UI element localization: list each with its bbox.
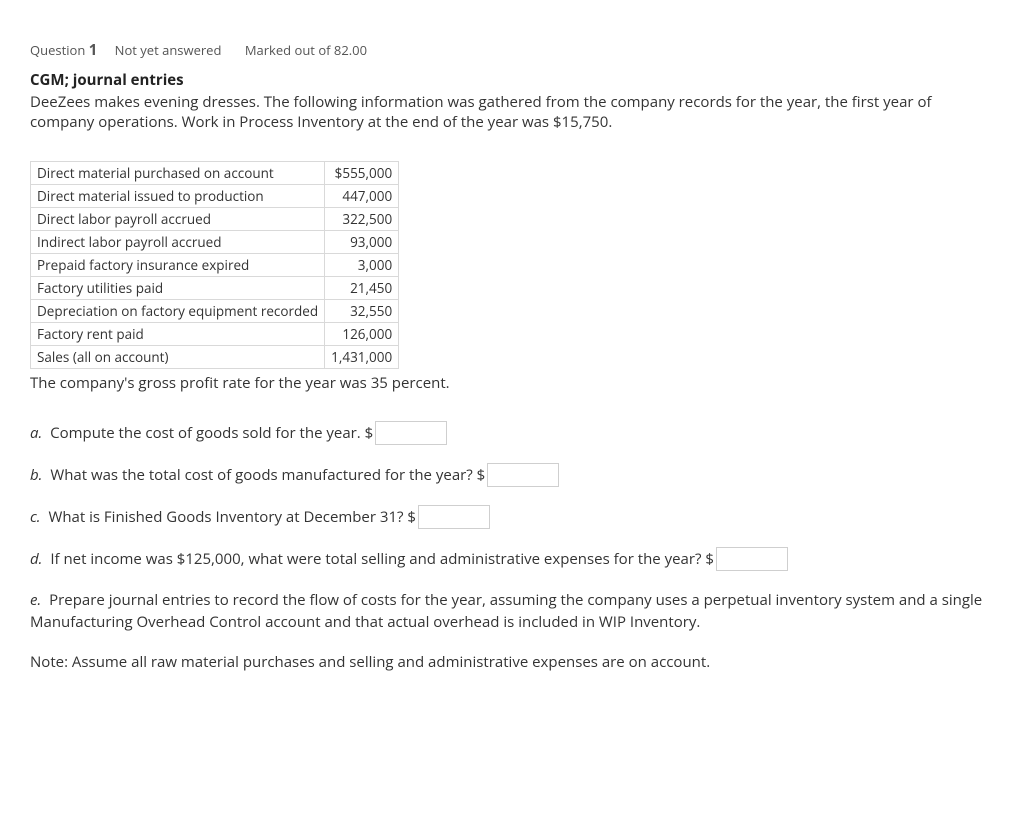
value-cell: 322,500: [325, 207, 399, 230]
table-row: Direct material purchased on account$555…: [31, 161, 399, 184]
label-cell: Direct material purchased on account: [31, 161, 325, 184]
question-text: If net income was $125,000, what were to…: [50, 549, 714, 569]
table-row: Indirect labor payroll accrued93,000: [31, 230, 399, 253]
label-cell: Factory utilities paid: [31, 276, 325, 299]
question-word: Question: [30, 41, 85, 59]
question-letter: d.: [30, 549, 42, 569]
label-cell: Direct labor payroll accrued: [31, 207, 325, 230]
table-row: Direct material issued to production447,…: [31, 184, 399, 207]
question-letter: b.: [30, 465, 42, 485]
value-cell: 32,550: [325, 299, 399, 322]
label-cell: Sales (all on account): [31, 345, 325, 368]
table-row: Sales (all on account)1,431,000: [31, 345, 399, 368]
question-marked: Marked out of 82.00: [245, 41, 367, 59]
question-letter: e.: [30, 590, 41, 610]
question-letter: a.: [30, 423, 42, 443]
question-e: e. Prepare journal entries to record the…: [30, 589, 994, 634]
question-letter: c.: [30, 507, 41, 527]
label-cell: Depreciation on factory equipment record…: [31, 299, 325, 322]
table-row: Direct labor payroll accrued322,500: [31, 207, 399, 230]
question-text: Prepare journal entries to record the fl…: [30, 590, 982, 633]
value-cell: $555,000: [325, 161, 399, 184]
value-cell: 21,450: [325, 276, 399, 299]
note-line: Note: Assume all raw material purchases …: [30, 652, 994, 672]
value-cell: 126,000: [325, 322, 399, 345]
answer-input-a[interactable]: [375, 421, 447, 445]
table-row: Factory rent paid126,000: [31, 322, 399, 345]
question-a: a. Compute the cost of goods sold for th…: [30, 421, 994, 445]
value-cell: 93,000: [325, 230, 399, 253]
question-header: Question 1 Not yet answered Marked out o…: [30, 40, 994, 60]
table-row: Prepaid factory insurance expired3,000: [31, 253, 399, 276]
value-cell: 3,000: [325, 253, 399, 276]
question-d: d. If net income was $125,000, what were…: [30, 547, 994, 571]
label-cell: Factory rent paid: [31, 322, 325, 345]
question-title: CGM; journal entries: [30, 70, 994, 90]
table-row: Depreciation on factory equipment record…: [31, 299, 399, 322]
gross-profit-note: The company's gross profit rate for the …: [30, 373, 994, 393]
answer-input-d[interactable]: [716, 547, 788, 571]
table-row: Factory utilities paid21,450: [31, 276, 399, 299]
question-b: b. What was the total cost of goods manu…: [30, 463, 994, 487]
question-text: What was the total cost of goods manufac…: [50, 465, 485, 485]
label-cell: Direct material issued to production: [31, 184, 325, 207]
question-c: c. What is Finished Goods Inventory at D…: [30, 505, 994, 529]
value-cell: 1,431,000: [325, 345, 399, 368]
question-status: Not yet answered: [115, 41, 222, 59]
value-cell: 447,000: [325, 184, 399, 207]
answer-input-c[interactable]: [418, 505, 490, 529]
question-intro: DeeZees makes evening dresses. The follo…: [30, 92, 994, 133]
answer-input-b[interactable]: [487, 463, 559, 487]
question-text: Compute the cost of goods sold for the y…: [50, 423, 373, 443]
label-cell: Prepaid factory insurance expired: [31, 253, 325, 276]
question-text: What is Finished Goods Inventory at Dece…: [48, 507, 416, 527]
question-number: 1: [89, 40, 98, 60]
data-table: Direct material purchased on account$555…: [30, 161, 399, 369]
label-cell: Indirect labor payroll accrued: [31, 230, 325, 253]
